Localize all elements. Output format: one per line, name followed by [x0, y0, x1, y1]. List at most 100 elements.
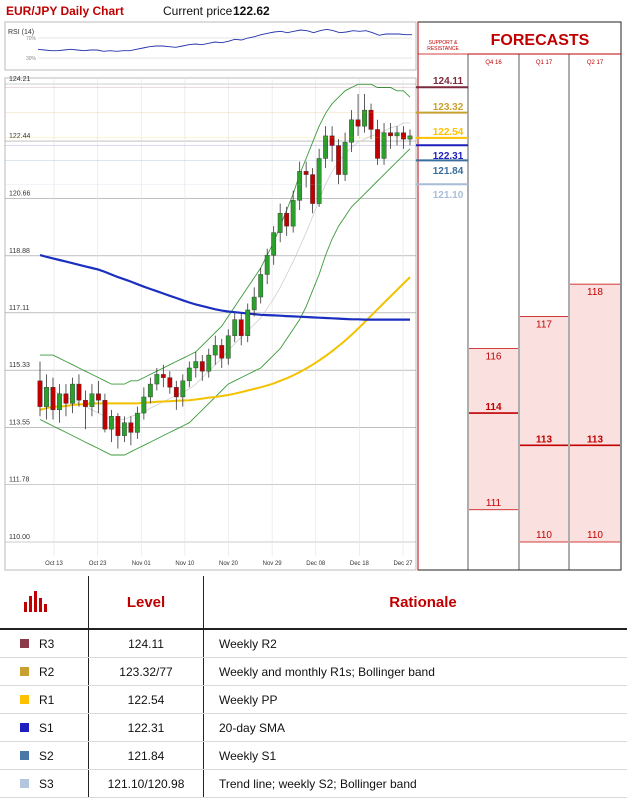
- forecast-range-box: [570, 284, 620, 542]
- y-tick: 120.66: [9, 190, 31, 197]
- candle-body: [356, 120, 360, 126]
- candle-body: [155, 374, 159, 384]
- candle-body: [168, 378, 172, 388]
- candle-body: [291, 200, 295, 226]
- candle-body: [382, 133, 386, 159]
- candle-body: [181, 381, 185, 397]
- row-name: S1: [39, 721, 54, 735]
- forecast-mid-label: 114: [485, 402, 502, 413]
- candle-body: [83, 400, 87, 406]
- table-row: R2 123.32/77 Weekly and monthly R1s; Bol…: [0, 658, 627, 686]
- rsi-level-30: 30%: [26, 56, 37, 62]
- y-tick: 115.33: [9, 362, 30, 369]
- candle-body: [317, 158, 321, 203]
- forecast-range-box: [469, 349, 518, 510]
- x-tick: Nov 29: [263, 561, 283, 567]
- candle-body: [220, 345, 224, 358]
- candle-body: [213, 345, 217, 355]
- sr-level-label: 124.11: [433, 76, 463, 87]
- candle-body: [64, 394, 68, 404]
- y-tick: 122.44: [9, 133, 31, 140]
- table-row: S1 122.31 20-day SMA: [0, 714, 627, 742]
- candle-body: [252, 297, 256, 310]
- sr-level-label: 121.84: [433, 166, 464, 177]
- forecast-subtitle: SUPPORT &RESISTANCE: [427, 40, 459, 52]
- forecast-high-label: 118: [587, 287, 603, 298]
- candle-body: [343, 142, 347, 174]
- x-tick: Dec 18: [350, 561, 370, 567]
- s2-swatch: [20, 751, 29, 760]
- candle-body: [122, 423, 126, 436]
- candle-body: [148, 384, 152, 397]
- candle-body: [109, 416, 113, 429]
- row-rationale: Weekly S1: [204, 742, 627, 770]
- candle-body: [77, 384, 81, 400]
- candle-body: [38, 381, 42, 407]
- table-row: R3 124.11 Weekly R2: [0, 629, 627, 658]
- x-axis: Oct 13 Oct 23 Nov 01 Nov 10 Nov 20 Nov 2…: [45, 561, 413, 567]
- y-tick: 117.11: [9, 305, 29, 312]
- r3-swatch: [20, 639, 29, 648]
- forecast-mid-label: 113: [536, 434, 553, 445]
- forecast-low-label: 110: [587, 530, 603, 541]
- forecast-low-label: 111: [486, 498, 502, 509]
- candle-body: [187, 368, 191, 381]
- row-name: R1: [39, 693, 54, 707]
- candle-body: [349, 120, 353, 143]
- x-tick: Nov 01: [132, 561, 152, 567]
- row-level: 122.54: [89, 686, 204, 714]
- row-level: 123.32/77: [89, 658, 204, 686]
- x-tick: Dec 08: [306, 561, 326, 567]
- candle-body: [103, 400, 107, 429]
- candle-body: [246, 310, 250, 336]
- forecast-mid-label: 113: [587, 434, 604, 445]
- bars-icon-cell: [0, 576, 89, 629]
- candle-body: [194, 362, 198, 368]
- s3-swatch: [20, 779, 29, 788]
- candle-body: [161, 374, 165, 377]
- forecast-high-label: 116: [486, 352, 502, 363]
- current-price-label: Current price: [163, 4, 233, 18]
- sr-level-label: 121.10: [433, 190, 464, 201]
- candle-body: [90, 394, 94, 407]
- table-row: R1 122.54 Weekly PP: [0, 686, 627, 714]
- rsi-level-70: 70%: [26, 36, 37, 42]
- r1-swatch: [20, 695, 29, 704]
- rsi-label: RSI (14): [8, 29, 34, 36]
- row-rationale: 20-day SMA: [204, 714, 627, 742]
- y-tick: 124.21: [9, 76, 31, 83]
- candle-body: [336, 146, 340, 175]
- forecast-col-label: Q2 17: [587, 60, 604, 66]
- y-tick: 110.00: [9, 534, 30, 541]
- candle-body: [284, 213, 288, 226]
- level-header: Level: [89, 576, 204, 629]
- row-name: R3: [39, 637, 54, 651]
- candle-body: [304, 171, 308, 174]
- x-tick: Oct 23: [89, 561, 107, 567]
- row-name: S3: [39, 777, 54, 791]
- candle-body: [259, 274, 263, 297]
- row-rationale: Weekly R2: [204, 629, 627, 658]
- sr-level-label: 122.54: [433, 127, 464, 138]
- price-panel: [5, 78, 416, 570]
- s1-swatch: [20, 723, 29, 732]
- table-header: Level Rationale: [0, 576, 627, 629]
- candle-body: [265, 255, 269, 274]
- candle-body: [207, 355, 211, 371]
- row-name: S2: [39, 749, 54, 763]
- forecast-range-box: [520, 316, 568, 542]
- row-rationale: Weekly and monthly R1s; Bollinger band: [204, 658, 627, 686]
- candle-body: [323, 136, 327, 159]
- forecast-low-label: 110: [536, 530, 552, 541]
- table-row: S2 121.84 Weekly S1: [0, 742, 627, 770]
- candle-body: [310, 175, 314, 204]
- rsi-panel: [5, 22, 416, 70]
- y-tick: 118.88: [9, 248, 30, 255]
- row-rationale: Trend line; weekly S2; Bollinger band: [204, 770, 627, 798]
- row-level: 122.31: [89, 714, 204, 742]
- candle-body: [44, 387, 48, 406]
- candle-body: [408, 136, 412, 139]
- candle-body: [297, 171, 301, 200]
- candle-body: [51, 387, 55, 410]
- candle-body: [57, 394, 61, 410]
